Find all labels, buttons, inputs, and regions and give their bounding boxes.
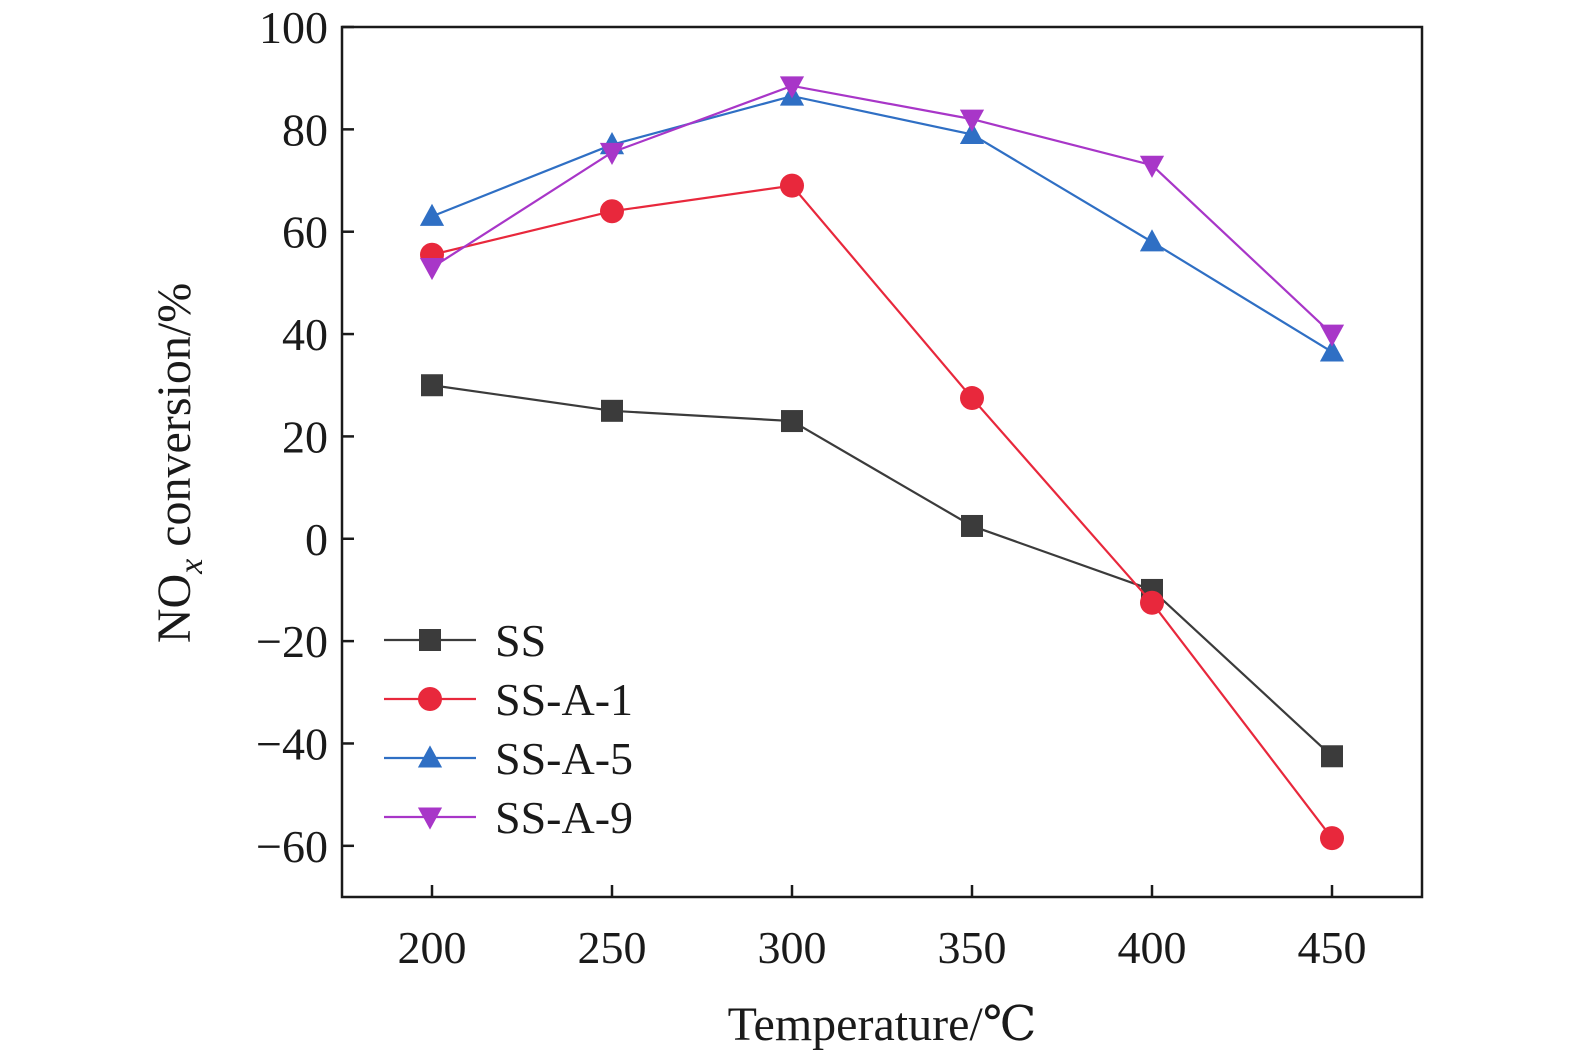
y-tick-label: 20 [282, 411, 328, 462]
plot-frame [340, 25, 1424, 899]
y-tick-label: 80 [282, 104, 328, 155]
data-point-ss-a-9 [1139, 155, 1165, 178]
series-ss-a-5 [419, 83, 1345, 362]
data-point-ss-a-5 [1319, 339, 1345, 362]
legend-marker-ss [419, 629, 441, 651]
data-point-ss-a-1 [960, 386, 984, 411]
data-point-ss [781, 410, 803, 433]
data-point-ss [1321, 745, 1343, 768]
series-ss [421, 374, 1343, 768]
y-axis-title-main: NO [148, 574, 201, 643]
legend-marker-ss-a-5 [417, 745, 443, 768]
legend-item-ss-a-5: SS-A-5 [384, 733, 633, 784]
data-point-ss-a-5 [419, 203, 445, 226]
x-axis-title: Temperature/℃ [728, 998, 1037, 1051]
y-tick-label: −60 [256, 821, 328, 872]
data-point-ss-a-9 [599, 142, 625, 166]
y-axis-title-subscript: x [173, 559, 210, 575]
data-point-ss-a-9 [959, 109, 985, 132]
y-axis-title-rest: conversion/% [148, 283, 201, 559]
y-tick-label: −40 [256, 718, 328, 769]
data-point-ss [961, 514, 983, 537]
legend-item-ss-a-9: SS-A-9 [384, 792, 633, 843]
x-tick-label: 400 [1118, 922, 1187, 973]
data-point-ss-a-1 [600, 199, 624, 224]
legend-item-ss: SS [384, 615, 546, 666]
x-tick-label: 450 [1298, 922, 1367, 973]
data-point-ss-a-9 [779, 76, 805, 99]
x-tick-label: 250 [578, 922, 647, 973]
data-point-ss-a-9 [419, 258, 445, 281]
y-tick-label: 40 [282, 309, 328, 360]
data-point-ss-a-1 [1140, 590, 1164, 615]
legend-marker-ss-a-1 [418, 687, 442, 711]
x-tick-label: 350 [938, 922, 1007, 973]
y-axis-title: NOx conversion/% [148, 283, 210, 643]
data-point-ss-a-1 [1320, 826, 1344, 851]
y-tick-label: 0 [305, 514, 328, 565]
series-ss-a-9 [419, 76, 1345, 347]
data-point-ss-a-5 [959, 121, 985, 144]
legend-marker-ss-a-9 [417, 807, 443, 830]
legend-label-ss: SS [495, 615, 546, 666]
series-line-ss-a-5 [431, 94, 1333, 353]
series-line-ss [431, 384, 1333, 758]
data-point-ss-a-9 [1319, 324, 1345, 347]
data-point-ss [601, 399, 623, 422]
x-tick-label: 300 [758, 922, 827, 973]
data-point-ss-a-1 [780, 173, 804, 198]
y-tick-label: 60 [282, 207, 328, 258]
legend-label-ss-a-1: SS-A-1 [495, 674, 633, 725]
data-point-ss-a-5 [1139, 229, 1165, 252]
data-point-ss [421, 374, 443, 397]
series-line-ss-a-9 [431, 84, 1333, 335]
y-tick-label: −20 [256, 616, 328, 667]
x-tick-label: 200 [398, 922, 467, 973]
legend-item-ss-a-1: SS-A-1 [384, 674, 633, 725]
series-line-ss-a-1 [431, 184, 1333, 839]
legend-label-ss-a-5: SS-A-5 [495, 733, 633, 784]
legend-label-ss-a-9: SS-A-9 [495, 792, 633, 843]
y-tick-label: 100 [259, 2, 328, 53]
